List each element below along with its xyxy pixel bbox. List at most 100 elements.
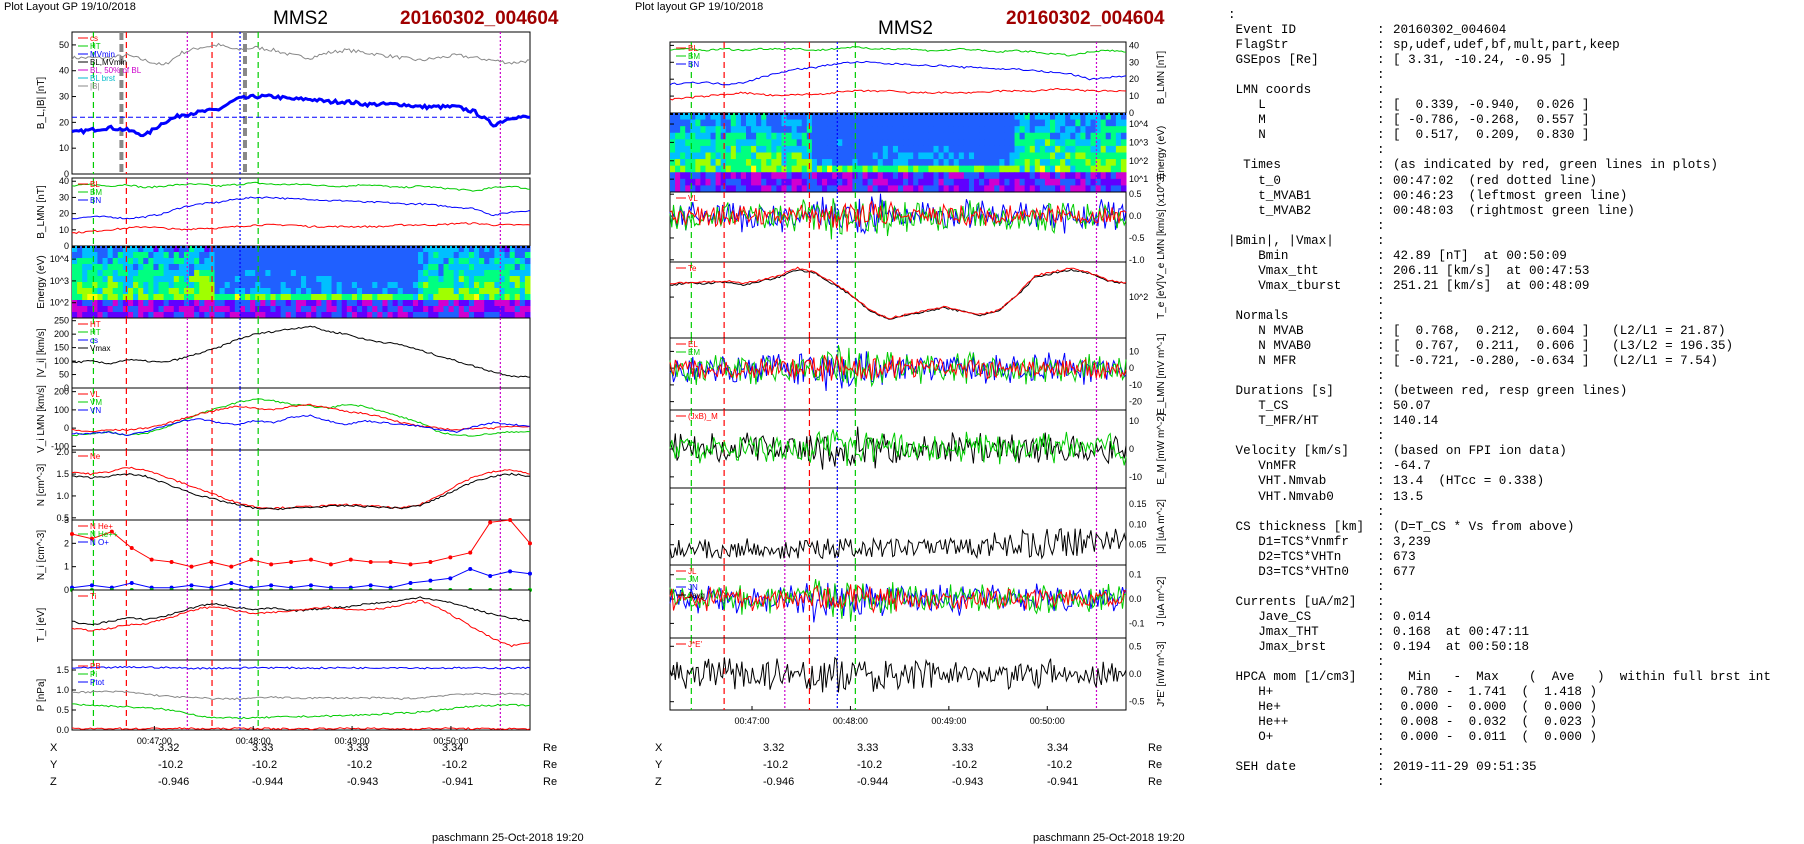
spectrogram-cell — [397, 300, 404, 307]
spectrogram-cell — [827, 185, 833, 193]
spectrogram-cell — [265, 276, 271, 283]
spectrogram-cell — [685, 119, 691, 127]
spectrogram-cell — [979, 185, 985, 193]
spectrogram-cell — [1024, 152, 1031, 160]
spectrogram-cell — [715, 126, 722, 134]
spectrogram-cell — [372, 276, 378, 283]
spectrogram-cell — [336, 264, 343, 271]
y-tick-label: 20 — [59, 209, 69, 219]
position-unit: Re — [1148, 759, 1163, 771]
spectrogram-cell — [877, 132, 884, 140]
spectrogram-cell — [670, 178, 676, 186]
spectrogram-cell — [822, 126, 828, 134]
spectrogram-cell — [234, 270, 241, 277]
spectrogram-cell — [494, 258, 500, 265]
spectrogram-cell — [306, 306, 312, 313]
spectrogram-cell — [412, 276, 419, 283]
spectrogram-cell — [341, 246, 348, 253]
info-value: [ 0.768, 0.212, 0.604 ] (L2/L1 = 21.87) — [1393, 323, 1726, 338]
spectrogram-cell — [97, 312, 104, 319]
spectrogram-cell — [127, 276, 134, 283]
spectrogram-cell — [489, 276, 495, 283]
series-line — [71, 727, 531, 731]
panel-7: T_i [eV]Ti — [36, 589, 531, 661]
spectrogram-cell — [234, 252, 241, 259]
spectrogram-cell — [301, 312, 307, 319]
legend-label: VN — [90, 406, 101, 415]
y-tick-label: 10 — [1129, 416, 1139, 426]
spectrogram-cell — [199, 270, 205, 277]
y-tick-label: 100 — [54, 405, 69, 415]
spectrogram-cell — [720, 185, 727, 193]
spectrogram-cell — [1100, 119, 1107, 127]
spectrogram-cell — [948, 145, 955, 153]
spectrogram-cell — [499, 306, 506, 313]
spectrogram-cell — [148, 270, 154, 277]
spectrogram-cell — [963, 165, 970, 173]
legend-label: BL — [90, 180, 100, 189]
spectrogram-cell — [341, 270, 348, 277]
spectrogram-cell — [1120, 126, 1127, 134]
y-tick-label: 0 — [64, 169, 69, 179]
spectrogram-cell — [700, 152, 706, 160]
spectrogram-cell — [670, 145, 676, 153]
legend-label: BN — [688, 60, 699, 69]
y-tick-label: 3 — [64, 515, 69, 525]
spectrogram-cell — [351, 264, 358, 271]
spectrogram-cell — [178, 300, 185, 307]
position-value: 3.33 — [252, 742, 274, 754]
spectrogram-cell — [519, 300, 526, 307]
spectrogram-cell — [377, 246, 383, 253]
spectrogram-cell — [1075, 178, 1081, 186]
panel-ylabel: V_e LMN [km/s] (x10^3) — [1156, 174, 1167, 281]
spectrogram-cell — [827, 172, 833, 180]
spectrogram-cell — [219, 252, 226, 259]
spectrogram-cell — [898, 139, 904, 147]
spectrogram-cell — [827, 159, 833, 167]
legend-label: VL — [688, 194, 698, 203]
panel-ylabel: |J| [uA m^-2] — [1156, 499, 1167, 554]
spectrogram-cell — [418, 288, 424, 295]
spectrogram-cell — [816, 113, 823, 121]
spectrogram-cell — [82, 264, 88, 271]
spectrogram-cell — [786, 165, 793, 173]
spectrogram-cell — [97, 270, 104, 277]
spectrogram-cell — [260, 300, 266, 307]
spectrogram-cell — [837, 165, 843, 173]
y-tick-label: 0.0 — [1129, 669, 1142, 679]
spectrogram-cell — [700, 145, 706, 153]
spectrogram-cell — [1044, 172, 1051, 180]
spectrogram-cell — [127, 252, 134, 259]
spectrogram-cell — [786, 159, 793, 167]
series-line — [669, 87, 1127, 101]
spectrogram-cell — [331, 306, 338, 313]
series-line — [71, 472, 531, 511]
spectrogram-cell — [1070, 185, 1076, 193]
spectrogram-cell — [1019, 152, 1026, 160]
info-colon: : — [1377, 113, 1385, 128]
spectrogram-cell — [898, 178, 904, 186]
position-row: Z -0.946 -0.944 -0.943 -0.941 Re — [50, 776, 570, 793]
spectrogram-cell — [402, 282, 409, 289]
spectrogram-cell — [423, 258, 429, 265]
legend-label: (JxB)_M — [688, 412, 718, 421]
spectrogram-cell — [234, 246, 241, 253]
spectrogram-cell — [918, 152, 924, 160]
position-unit: Re — [1148, 776, 1163, 788]
spectrogram-cell — [484, 276, 490, 283]
spectrogram-cell — [418, 258, 424, 265]
spectrogram-cell — [994, 132, 1000, 140]
spectrogram-cell — [397, 246, 404, 253]
spectrogram-cell — [685, 113, 691, 121]
spectrogram-cell — [700, 126, 706, 134]
spectrogram-cell — [87, 264, 93, 271]
spectrogram-cell — [77, 258, 83, 265]
spectrogram-cell — [740, 113, 747, 121]
spectrogram-cell — [771, 132, 777, 140]
spectrogram-cell — [163, 252, 170, 259]
spectrogram-cell — [968, 185, 975, 193]
spectrogram-cell — [189, 252, 195, 259]
panel-ylabel: B_LMN [nT] — [1156, 51, 1167, 105]
position-label: X — [655, 742, 663, 754]
